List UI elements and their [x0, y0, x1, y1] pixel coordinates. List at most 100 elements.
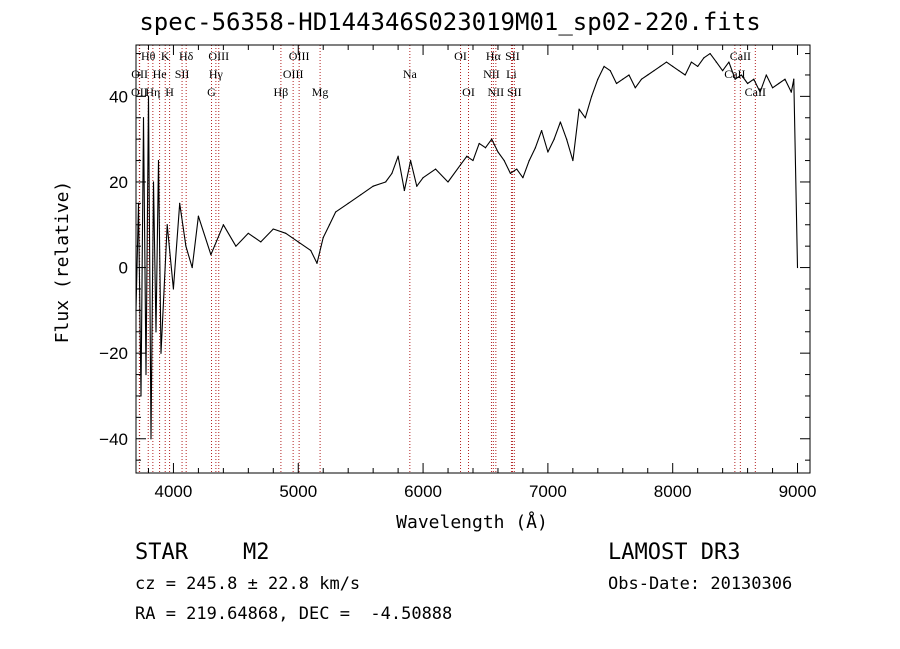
- data-point-55: [541, 130, 543, 132]
- data-point-95: [790, 91, 792, 93]
- data-point-96: [793, 78, 795, 80]
- data-point-50: [509, 172, 512, 174]
- line-label-0: OII: [131, 85, 148, 99]
- data-point-54: [534, 147, 537, 149]
- data-point-71: [640, 78, 643, 80]
- y-axis-label: Flux (relative): [52, 181, 73, 344]
- data-point-97: [796, 266, 799, 269]
- data-point-23: [285, 232, 287, 234]
- data-point-31: [360, 194, 362, 196]
- data-point-81: [703, 57, 705, 59]
- line-label-26: CaII: [730, 49, 751, 63]
- data-point-47: [491, 138, 493, 140]
- data-point-52: [522, 177, 524, 179]
- axis-ticks: [136, 45, 810, 473]
- line-label-12: Hβ: [274, 85, 289, 99]
- object-class: STAR: [135, 540, 188, 565]
- x-tick-label: 5000: [279, 482, 317, 501]
- data-point-46: [484, 147, 487, 149]
- data-point-19: [235, 245, 237, 247]
- line-label-27: CaII: [745, 85, 766, 99]
- data-point-83: [715, 61, 717, 63]
- data-point-6: [150, 438, 152, 440]
- data-point-30: [347, 202, 349, 204]
- data-point-82: [709, 52, 711, 55]
- data-point-59: [566, 138, 568, 140]
- data-point-58: [559, 121, 561, 123]
- x-tick-label: 6000: [404, 482, 442, 501]
- line-label-18: OI: [462, 85, 475, 99]
- data-point-10: [160, 352, 162, 354]
- data-point-18: [222, 224, 224, 226]
- data-point-84: [722, 70, 724, 72]
- data-point-20: [247, 232, 249, 234]
- data-point-63: [590, 95, 593, 97]
- data-point-48: [497, 151, 499, 153]
- data-point-43: [466, 155, 468, 157]
- data-point-88: [746, 82, 749, 85]
- data-point-75: [665, 61, 668, 63]
- chart-title: spec-56358-HD144346S023019M01_sp02-220.f…: [139, 8, 761, 36]
- data-point-13: [179, 202, 181, 204]
- data-point-85: [728, 61, 730, 63]
- data-point-60: [572, 159, 574, 162]
- data-point-29: [335, 211, 337, 213]
- data-point-72: [647, 74, 649, 76]
- line-label-5: K: [161, 49, 170, 63]
- line-label-14: OIII: [289, 49, 310, 63]
- line-label-22: Li: [506, 67, 517, 81]
- line-label-7: SII: [175, 67, 190, 81]
- survey-name: LAMOST DR3: [608, 540, 741, 565]
- line-label-8: Hδ: [179, 49, 194, 63]
- data-point-9: [157, 159, 160, 162]
- data-point-28: [328, 224, 331, 226]
- data-point-37: [409, 159, 412, 162]
- data-point-73: [653, 70, 655, 72]
- line-label-2: Hθ: [141, 49, 156, 63]
- series-flux: [135, 53, 799, 440]
- line-label-24: SII: [507, 85, 522, 99]
- data-point-32: [372, 185, 374, 187]
- data-point-78: [684, 74, 686, 76]
- line-label-11: OIII: [208, 49, 229, 63]
- data-point-93: [778, 82, 780, 85]
- data-point-51: [516, 168, 518, 170]
- x-tick-label: 4000: [155, 482, 193, 501]
- data-point-68: [622, 78, 624, 80]
- data-point-3: [142, 117, 145, 119]
- data-point-24: [297, 241, 299, 243]
- data-point-39: [422, 177, 424, 179]
- data-point-91: [765, 74, 767, 76]
- axis-tick-labels: 4000 5000 6000 7000 8000 9000 −40 −20 0 20 40: [99, 87, 816, 501]
- spectral-line-labels: OIIOIIHθHηHeKHSIIHδGHγOIIIHβOIIIOIIIMgNa…: [131, 49, 766, 99]
- data-point-61: [578, 108, 580, 110]
- data-point-27: [322, 237, 324, 239]
- data-point-92: [771, 87, 774, 89]
- data-point-5: [147, 95, 150, 97]
- data-point-67: [615, 82, 618, 85]
- data-point-80: [697, 65, 699, 67]
- data-point-79: [690, 61, 693, 63]
- data-point-16: [197, 215, 200, 217]
- line-label-1: OII: [131, 67, 148, 81]
- data-point-45: [478, 142, 480, 145]
- data-point-89: [753, 78, 755, 80]
- data-point-22: [272, 228, 274, 230]
- data-point-35: [397, 155, 399, 157]
- x-axis-label: Wavelength (Å): [396, 511, 548, 533]
- line-label-16: Na: [403, 67, 418, 81]
- data-point-87: [740, 74, 742, 76]
- data-point-41: [447, 181, 449, 183]
- x-tick-label: 8000: [654, 482, 692, 501]
- data-point-86: [734, 78, 736, 80]
- series-group: [135, 52, 799, 440]
- data-point-36: [403, 189, 405, 192]
- x-tick-label: 9000: [779, 482, 817, 501]
- data-point-11: [166, 224, 168, 226]
- data-point-94: [784, 78, 786, 80]
- data-point-90: [759, 91, 761, 93]
- line-label-21: NII: [488, 85, 505, 99]
- y-tick-label: 0: [119, 259, 128, 278]
- line-label-3: Hη: [145, 85, 160, 99]
- line-label-23: SII: [505, 49, 520, 63]
